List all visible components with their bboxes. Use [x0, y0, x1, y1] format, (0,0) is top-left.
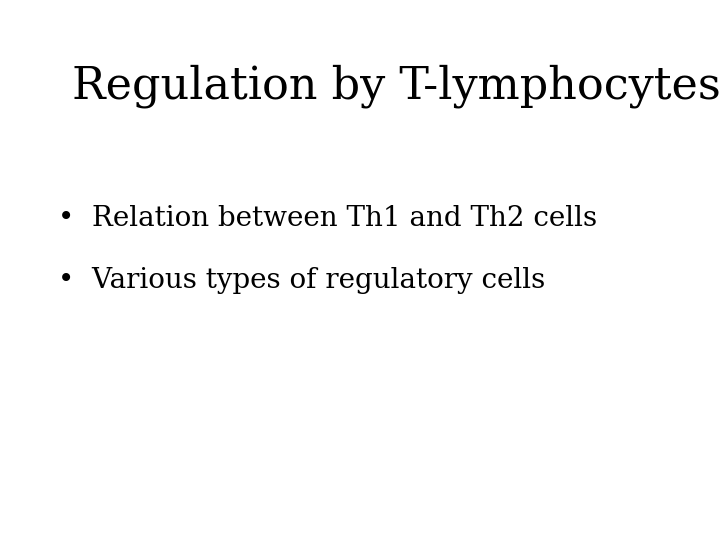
Text: •  Relation between Th1 and Th2 cells: • Relation between Th1 and Th2 cells [58, 205, 597, 232]
Text: •  Various types of regulatory cells: • Various types of regulatory cells [58, 267, 545, 294]
Text: Regulation by T-lymphocytes: Regulation by T-lymphocytes [72, 65, 720, 108]
